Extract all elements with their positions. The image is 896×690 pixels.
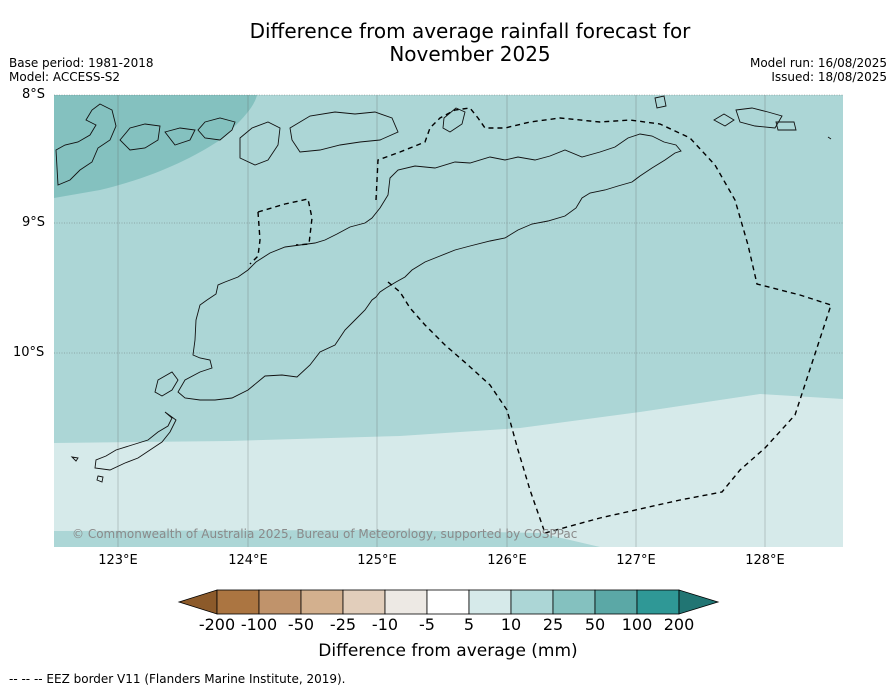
lon-label-123e: 123°E — [98, 553, 138, 568]
flores-east — [55, 103, 117, 186]
colorbar-tick-label: 200 — [663, 615, 695, 634]
lon-label-127e: 127°E — [616, 553, 656, 568]
colorbar-tick-label: 50 — [584, 615, 606, 634]
pantar-island — [239, 121, 281, 166]
eez-footnote: -- -- -- EEZ border V11 (Flanders Marine… — [9, 672, 346, 686]
colorbar-title: Difference from average (mm) — [318, 641, 578, 661]
colorbar-tick-label: 25 — [542, 615, 564, 634]
tiny-islet — [827, 136, 832, 140]
gridlines — [54, 94, 843, 354]
alor-island — [197, 117, 236, 141]
copyright-notice: © Commonwealth of Australia 2025, Bureau… — [72, 527, 578, 541]
colorbar-tick-label: 100 — [621, 615, 653, 634]
issued-date: Issued: 18/08/2025 — [771, 70, 887, 84]
lon-label-125e: 125°E — [357, 553, 397, 568]
colorbar-tick-label: -50 — [287, 615, 315, 634]
lat-label-9s: 9°S — [22, 215, 46, 230]
colorbar-tick-label: -200 — [198, 615, 236, 634]
model-run: Model run: 16/08/2025 — [749, 56, 887, 70]
timor-coastline — [177, 133, 682, 401]
colorbar-tick-label: -5 — [419, 615, 435, 634]
colorbar-tick-label: -25 — [329, 615, 357, 634]
lon-label-128e: 128°E — [745, 553, 785, 568]
band-25-50 — [54, 95, 257, 198]
solor-lembata — [119, 123, 196, 151]
eez-borders — [249, 107, 832, 534]
leti-islands — [713, 107, 797, 131]
lat-label-8s: 8°S — [22, 87, 46, 102]
meta-left: Base period: 1981-2018 Model: ACCESS-S2 — [9, 56, 154, 84]
lon-label-126e: 126°E — [487, 553, 527, 568]
colorbar-tick-label: 10 — [500, 615, 522, 634]
title-line-1: Difference from average rainfall forecas… — [249, 19, 691, 43]
title-line-2: November 2025 — [389, 42, 551, 66]
kisar-islet — [654, 95, 667, 109]
lon-label-124e: 124°E — [228, 553, 268, 568]
colorbar-tick-label: 5 — [463, 615, 475, 634]
lat-label-10s: 10°S — [13, 345, 45, 360]
small-islet — [70, 456, 104, 483]
base-period: Base period: 1981-2018 — [9, 56, 154, 70]
colorbar-tick-label: -100 — [240, 615, 278, 634]
wetar-island — [289, 111, 399, 153]
model-name: Model: ACCESS-S2 — [9, 70, 121, 84]
colorbar-tick-label: -10 — [371, 615, 399, 634]
roti-island — [94, 411, 177, 471]
semau-island — [154, 371, 179, 397]
meta-right: Model run: 16/08/2025 Issued: 18/08/2025 — [750, 56, 887, 84]
atauro-island — [442, 107, 466, 133]
band-5-10 — [54, 394, 843, 547]
map-title: Difference from average rainfall forecas… — [0, 20, 896, 66]
